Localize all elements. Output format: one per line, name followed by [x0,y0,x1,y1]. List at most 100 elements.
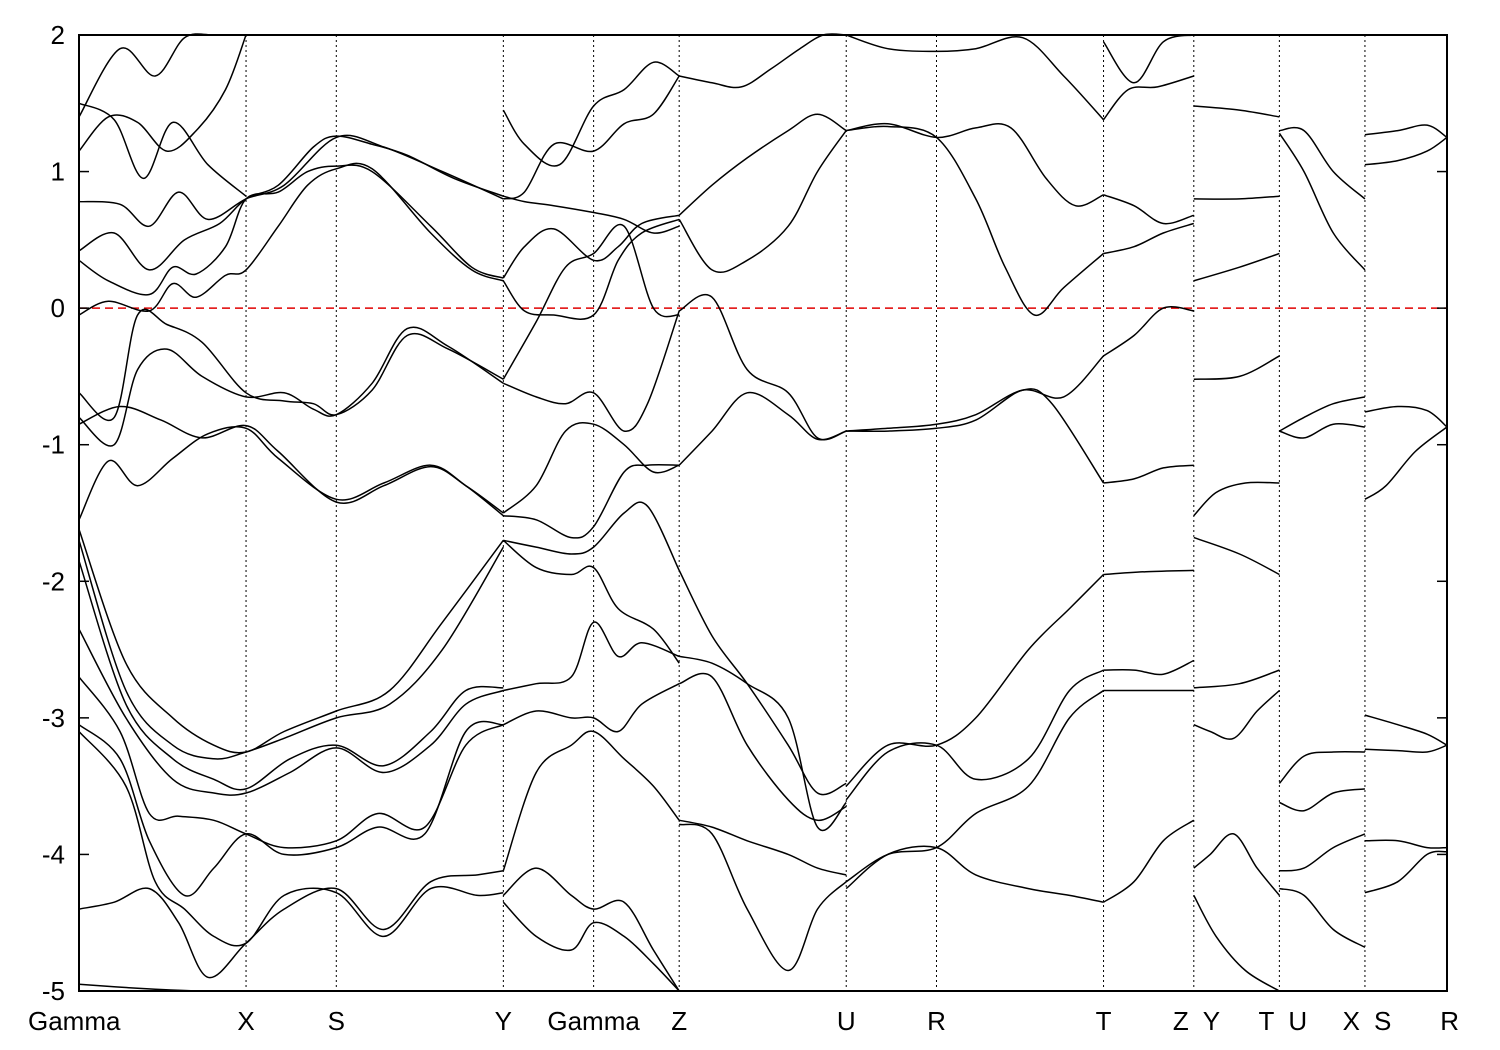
band-line-0 [78,162,504,316]
band-line-4 [78,34,247,152]
band-line-66 [1193,195,1280,200]
x-tick-label: T [1258,1006,1274,1036]
band-line-22 [503,75,680,200]
band-line-41 [678,570,847,796]
band-line-48 [846,125,1104,316]
band-line-65 [1193,252,1280,282]
y-tick-label: -1 [42,430,65,460]
band-line-11 [78,529,504,754]
x-tick-label: Y [495,1006,512,1036]
x-tick-label: U [1288,1006,1307,1036]
band-line-86 [1364,405,1448,428]
band-line-26 [503,310,680,433]
band-line-50 [845,34,1105,121]
band-line-75 [1279,126,1366,200]
band-line-24 [502,61,680,167]
band-line-7 [78,308,504,421]
band-line-3 [78,134,504,227]
band-line-29 [503,501,680,571]
band-line-38 [678,130,847,274]
band-line-34 [502,867,680,992]
x-tick-label: Y [1203,1006,1220,1036]
y-tick-label: -2 [42,566,65,596]
band-line-32 [502,683,680,733]
x-tick-label: S [1374,1006,1391,1036]
band-line-57 [1103,222,1195,255]
x-tick-label: T [1096,1006,1112,1036]
band-line-81 [1279,833,1366,872]
band-line-27 [503,463,680,539]
band-line-23 [503,195,680,234]
band-line-39 [678,113,847,216]
band-line-37 [678,391,847,466]
band-line-61 [1103,569,1194,576]
band-line-44 [679,819,847,876]
band-line-56 [1103,464,1194,484]
x-tick-label: R [927,1006,946,1036]
band-line-20 [502,218,680,320]
band-line-52 [845,669,1104,801]
band-line-42 [679,655,847,832]
band-line-64 [1103,819,1195,903]
plot-frame [78,34,1448,992]
band-line-17 [78,731,504,947]
kpoint-grid [245,35,1366,991]
band-line-73 [1193,833,1280,896]
band-line-83 [1364,136,1448,166]
x-tick-label: X [1343,1006,1360,1036]
band-line-28 [502,421,680,514]
band-line-54 [845,845,1104,903]
x-axis-ticks: Gamma X S Y Gamma Z U R T Z Y T U X S R [28,1006,1459,1036]
band-line-76 [1278,132,1366,271]
band-line-8 [78,326,504,447]
band-line-12 [78,540,504,760]
band-line-78 [1279,396,1366,432]
band-line-87 [1364,714,1448,746]
y-tick-label: 1 [51,157,65,187]
band-line-13 [78,560,504,791]
band-line-47 [846,388,1105,484]
y-axis-ticks: -5 -4 -3 -2 -1 0 1 2 [42,20,1447,1006]
band-line-88 [1364,744,1448,753]
band-line-84 [1364,124,1448,139]
x-tick-label: X [237,1006,254,1036]
band-line-35 [502,901,680,992]
band-line-16 [78,720,504,897]
x-tick-label: S [328,1006,345,1036]
band-line-70 [1193,536,1280,576]
band-line-49 [846,122,1104,207]
band-line-72 [1193,689,1280,740]
band-line-45 [678,823,847,972]
y-tick-label: 0 [51,293,65,323]
band-line-90 [1364,850,1448,894]
band-line-36 [678,294,847,441]
band-line-14 [78,628,504,796]
band-line-30 [502,539,680,664]
x-tick-label: Z [1173,1006,1189,1036]
y-tick-label: -5 [42,976,65,1006]
band-line-18 [78,870,504,979]
band-line-21 [502,214,680,279]
band-line-2 [78,135,504,271]
band-line-71 [1193,669,1280,689]
band-line-85 [1364,426,1448,500]
band-line-10 [78,405,504,514]
band-line-33 [502,730,680,872]
x-tick-label: Gamma [547,1006,640,1036]
y-tick-label: -3 [42,703,65,733]
band-line-51 [845,573,1105,787]
x-tick-label: R [1440,1006,1459,1036]
y-tick-label: -4 [42,839,65,869]
band-line-31 [503,621,680,692]
band-line-68 [1193,355,1280,380]
band-line-25 [502,223,680,380]
y-tick-label: 2 [51,20,65,50]
band-line-43 [678,672,847,822]
band-line-77 [1279,423,1365,439]
band-line-69 [1193,481,1280,517]
band-line-5 [78,102,247,197]
band-line-82 [1279,887,1366,948]
band-line-89 [1364,839,1448,849]
band-line-79 [1278,750,1365,784]
